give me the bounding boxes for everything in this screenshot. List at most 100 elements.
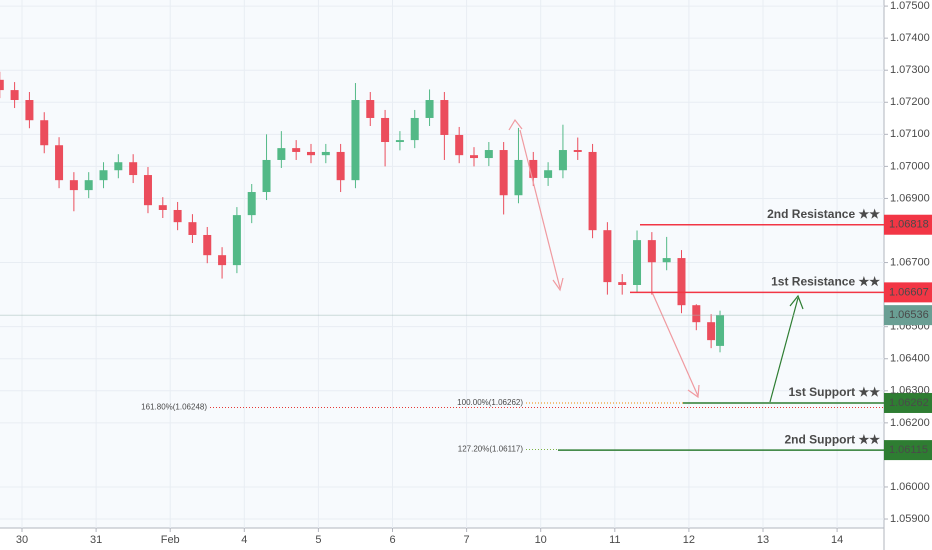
candle-body (84, 180, 93, 191)
candle-body (292, 148, 301, 152)
x-tick-label: 6 (389, 534, 395, 546)
candle-body (544, 170, 553, 178)
y-tick-label: 1.07200 (890, 96, 930, 108)
candle-body (218, 255, 227, 266)
candle-body (662, 258, 671, 263)
arrow (519, 129, 561, 289)
candle-body (203, 234, 212, 256)
candle-body (188, 222, 197, 235)
candle-body (381, 117, 390, 143)
candle-body (69, 180, 78, 191)
level-tag (884, 214, 932, 235)
x-tick-label: 10 (535, 534, 547, 546)
candle-body (99, 170, 108, 181)
level-price: 1.06115 (889, 444, 928, 456)
candle-body (470, 155, 479, 159)
candle-body (573, 150, 582, 152)
level-name: 1st Resistance ★★ (771, 275, 880, 289)
y-tick-label: 1.06200 (890, 417, 930, 429)
x-tick-label: 31 (90, 534, 102, 546)
candle-body (484, 150, 493, 159)
candle-body (10, 90, 19, 101)
current-price-label: 1.06536 (889, 309, 929, 321)
candle-body (692, 305, 701, 323)
arrow-head (687, 384, 700, 399)
level-tag (884, 440, 932, 461)
y-tick-label: 1.07300 (890, 64, 930, 76)
candle-body (499, 150, 508, 196)
candle-body (440, 100, 449, 135)
y-tick-label: 1.06400 (890, 353, 930, 365)
level-price: 1.06262 (889, 397, 929, 409)
candle-body (366, 100, 375, 118)
candle-body (55, 145, 64, 181)
candle-body (633, 240, 642, 285)
y-tick-label: 1.07400 (890, 32, 930, 44)
price-axis-area (884, 0, 932, 550)
fib-label: 161.80%(1.06248) (141, 403, 207, 412)
candle-body (647, 240, 656, 263)
fib-label: 127.20%(1.06117) (458, 445, 524, 454)
time-axis-area (0, 528, 884, 550)
candle-body (173, 209, 182, 223)
plot-area (0, 0, 884, 528)
fib-label: 100.00%(1.06262) (457, 398, 523, 407)
fib-layer: 161.80%(1.06248) 100.00%(1.06262) 127.20%(… (141, 398, 884, 454)
grid (0, 0, 884, 528)
candles (0, 71, 725, 353)
y-tick-label: 1.06900 (890, 192, 930, 204)
candle-body (336, 151, 345, 181)
arrow-head (789, 294, 804, 310)
candle-body (129, 162, 138, 176)
candle-body (306, 151, 315, 156)
level-price: 1.06607 (889, 286, 929, 298)
x-tick-label: 4 (241, 534, 247, 546)
candle-body (707, 322, 716, 341)
y-tick-label: 1.06000 (890, 481, 930, 493)
candle-body (25, 100, 34, 121)
candle-body (603, 230, 612, 283)
x-tick-label: 14 (831, 534, 843, 546)
y-tick-label: 1.07100 (890, 128, 930, 140)
x-tick-label: 30 (16, 534, 28, 546)
candle-body (158, 205, 167, 210)
candle-body (514, 159, 523, 196)
candle-body (588, 151, 597, 231)
x-tick-label: 13 (757, 534, 769, 546)
y-tick-label: 1.07500 (890, 0, 930, 12)
candle-body (114, 162, 123, 171)
levels: 2nd Resistance ★★ 1.06818 1st Resistance ★… (558, 207, 932, 461)
candle-body (410, 117, 419, 141)
level-name: 2nd Support ★★ (784, 432, 880, 446)
level-tag (884, 392, 932, 413)
level-tag (884, 282, 932, 303)
arrows (508, 118, 804, 403)
x-tick-label: 5 (315, 534, 321, 546)
candle-body (247, 192, 256, 216)
arrow-head (508, 118, 523, 131)
candle-body (351, 100, 360, 181)
level-name: 1st Support ★★ (788, 385, 880, 399)
level-price: 1.06818 (889, 219, 929, 231)
candle-body (0, 79, 4, 91)
candle-body (262, 159, 271, 193)
candle-body (455, 134, 464, 156)
candle-body (321, 151, 330, 156)
candle-body (558, 150, 567, 171)
level-name: 2nd Resistance ★★ (767, 207, 880, 221)
x-tick-label: 7 (464, 534, 470, 546)
arrow (651, 291, 699, 397)
candle-body (395, 140, 404, 143)
y-tick-label: 1.06300 (890, 385, 930, 397)
candle-body (143, 175, 152, 206)
current-price-tag (884, 305, 932, 326)
x-tick-label: 11 (609, 534, 620, 546)
candle-body (232, 215, 241, 266)
candle-body (529, 159, 538, 178)
y-tick-label: 1.07000 (890, 160, 930, 172)
y-tick-label: 1.06700 (890, 256, 930, 268)
candle-body (618, 282, 627, 285)
candle-body (277, 148, 286, 160)
